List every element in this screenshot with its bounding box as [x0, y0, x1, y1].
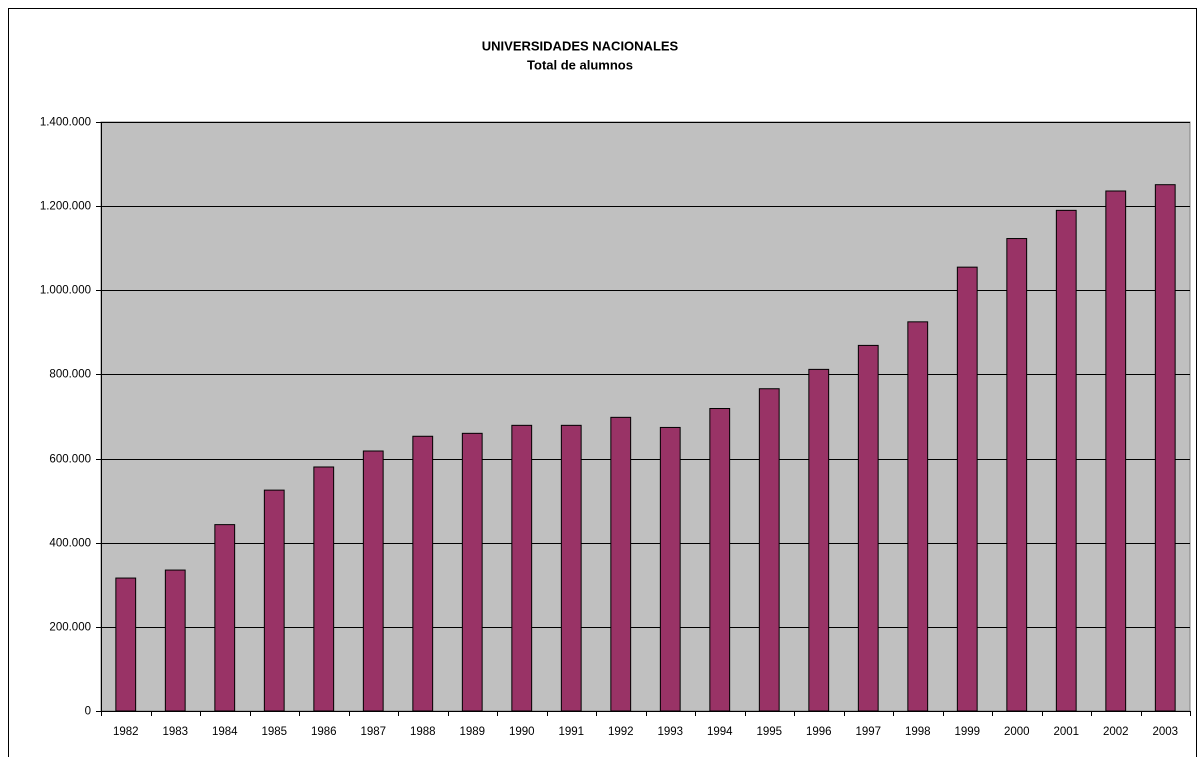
y-tick-label: 200.000	[49, 622, 91, 634]
bar	[659, 426, 681, 712]
x-tick-label: 1984	[212, 726, 238, 738]
x-tick-label: 2002	[1103, 726, 1129, 738]
x-tick-label: 1982	[113, 726, 139, 738]
bar	[214, 524, 236, 712]
x-tick-label: 1990	[509, 726, 535, 738]
bar	[758, 388, 780, 712]
bar	[1154, 184, 1176, 712]
x-tick-label: 1988	[410, 726, 436, 738]
x-tick-label: 1986	[311, 726, 337, 738]
x-tick-label: 1992	[608, 726, 634, 738]
y-tick-label: 1.000.000	[40, 285, 91, 297]
chart-title: UNIVERSIDADES NACIONALES	[482, 38, 679, 53]
bar	[263, 489, 285, 712]
x-tick-label: 1994	[707, 726, 733, 738]
x-tick-label: 1993	[657, 726, 683, 738]
x-tick-label: 2000	[1004, 726, 1030, 738]
x-tick-label: 2001	[1053, 726, 1079, 738]
y-tick-label: 1.400.000	[40, 117, 91, 129]
bar	[1105, 190, 1127, 712]
x-tick-label: 1996	[806, 726, 832, 738]
bar	[461, 432, 483, 712]
x-tick-label: 2003	[1152, 726, 1178, 738]
bar	[610, 416, 632, 712]
bar	[1055, 209, 1077, 712]
bar	[511, 424, 533, 712]
y-tick-label: 0	[85, 706, 91, 718]
bar	[313, 466, 335, 712]
x-tick-label: 1987	[360, 726, 386, 738]
bar	[956, 266, 978, 712]
bar	[1006, 238, 1028, 712]
bar	[857, 344, 879, 712]
bar	[115, 577, 137, 712]
x-tick-label: 1998	[905, 726, 931, 738]
y-tick-label: 400.000	[49, 538, 91, 550]
y-tick-label: 600.000	[49, 454, 91, 466]
bar	[709, 408, 731, 712]
x-tick-label: 1991	[558, 726, 584, 738]
x-tick-label: 1997	[855, 726, 881, 738]
bar	[907, 321, 929, 712]
bar	[362, 450, 384, 712]
y-tick-label: 1.200.000	[40, 201, 91, 213]
bar	[164, 569, 186, 712]
x-tick-label: 1983	[162, 726, 188, 738]
chart-border	[8, 8, 1197, 757]
y-tick-label: 800.000	[49, 369, 91, 381]
x-tick-label: 1999	[954, 726, 980, 738]
bar	[412, 435, 434, 712]
bar	[560, 424, 582, 712]
x-tick-label: 1989	[459, 726, 485, 738]
bar	[808, 368, 830, 712]
x-tick-label: 1995	[756, 726, 782, 738]
chart-subtitle: Total de alumnos	[527, 57, 633, 72]
x-tick-label: 1985	[261, 726, 287, 738]
